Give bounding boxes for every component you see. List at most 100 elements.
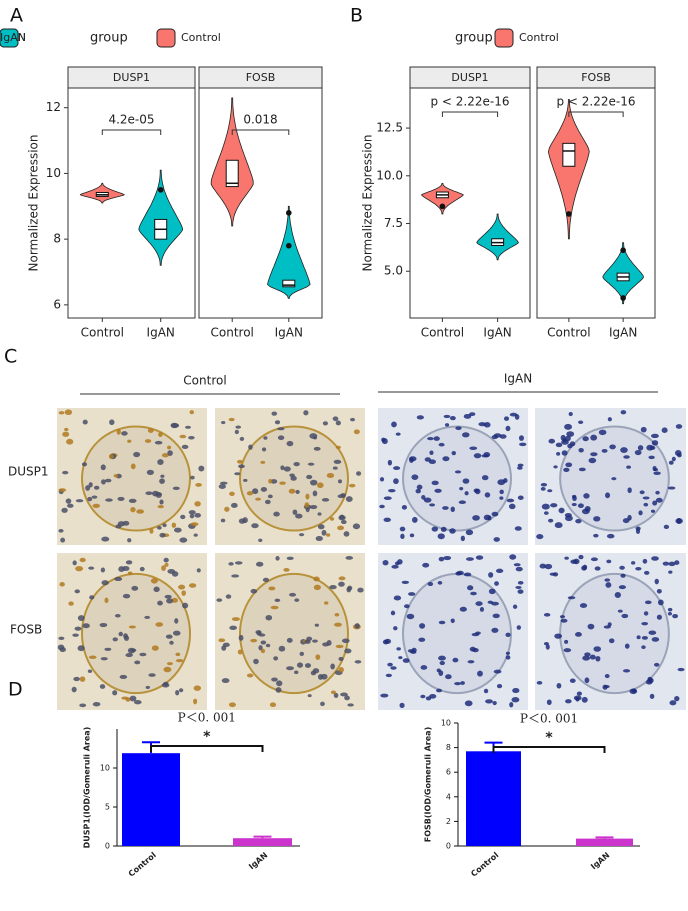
nucleus (313, 446, 321, 451)
nucleus (455, 426, 462, 431)
nucleus (65, 498, 72, 504)
nucleus (71, 686, 77, 693)
nucleus (408, 592, 416, 596)
nucleus (433, 436, 440, 441)
nucleus (163, 666, 172, 673)
nucleus (104, 478, 112, 483)
bracket (441, 111, 499, 117)
y-tick-label: 12 (46, 100, 61, 114)
nucleus (676, 518, 682, 524)
nucleus (462, 478, 470, 484)
nucleus (167, 445, 172, 450)
nucleus (420, 694, 426, 699)
nucleus (353, 429, 360, 435)
nucleus (230, 502, 238, 508)
chart-title: P＜0. 001 (178, 711, 236, 725)
nucleus (404, 604, 410, 609)
nucleus (475, 601, 483, 606)
nucleus (260, 460, 266, 464)
nucleus (77, 615, 85, 622)
nucleus (400, 533, 405, 540)
legend-key (156, 28, 176, 48)
nucleus (304, 639, 311, 644)
nucleus (593, 516, 601, 522)
nucleus (264, 499, 271, 505)
nucleus (402, 658, 410, 663)
nucleus (330, 690, 337, 695)
nucleus (258, 538, 263, 542)
nucleus (483, 688, 489, 694)
nucleus (100, 657, 108, 661)
nucleus (159, 478, 165, 484)
nucleus (540, 487, 546, 491)
nucleus (577, 503, 584, 509)
nucleus (337, 525, 345, 531)
nucleus (477, 670, 483, 677)
nucleus (255, 497, 262, 501)
column-header: Control (183, 374, 226, 388)
nucleus (515, 585, 522, 590)
nucleus (114, 576, 123, 582)
nucleus (123, 633, 128, 639)
nucleus (415, 488, 421, 494)
nucleus (118, 566, 125, 573)
nucleus (651, 433, 659, 439)
nucleus (345, 556, 354, 560)
nucleus (357, 587, 364, 593)
nucleus (483, 452, 491, 458)
nucleus (409, 456, 417, 462)
nucleus (317, 512, 322, 516)
nucleus (159, 532, 166, 538)
nucleus (258, 633, 266, 637)
nucleus (91, 495, 98, 499)
nucleus (127, 538, 132, 543)
box (282, 279, 296, 288)
nucleus (325, 533, 331, 537)
nucleus (112, 690, 118, 696)
nucleus (277, 427, 285, 431)
nucleus (129, 695, 137, 702)
nucleus (260, 640, 267, 645)
nucleus (564, 639, 569, 644)
nucleus (570, 559, 578, 564)
nucleus (58, 636, 65, 640)
nucleus (549, 572, 556, 576)
nucleus (175, 659, 184, 663)
nucleus (565, 462, 573, 468)
legend-title: group (90, 31, 128, 46)
panel (67, 87, 196, 319)
nucleus (275, 556, 280, 561)
nucleus (286, 556, 294, 560)
nucleus (450, 618, 455, 624)
nucleus (472, 647, 479, 653)
nucleus (294, 670, 299, 675)
nucleus (627, 487, 632, 494)
x-tick-label: IgAN (609, 326, 637, 340)
bar (233, 838, 292, 846)
nucleus (234, 561, 243, 565)
violin (547, 99, 590, 240)
nucleus (329, 584, 337, 590)
nucleus (108, 453, 114, 459)
nucleus (322, 642, 330, 647)
nucleus (72, 560, 77, 566)
nucleus (75, 566, 84, 572)
nucleus (79, 557, 86, 563)
nucleus (104, 597, 109, 604)
nucleus (100, 567, 106, 573)
nucleus (66, 503, 74, 508)
nucleus (495, 568, 504, 573)
nucleus (122, 593, 131, 599)
nucleus (178, 584, 186, 590)
nucleus (290, 475, 297, 481)
legend-key (0, 28, 19, 48)
nucleus (255, 561, 264, 567)
nucleus (157, 504, 164, 509)
nucleus (450, 506, 455, 513)
nucleus (180, 514, 186, 520)
chart-title: P＜0. 001 (520, 712, 578, 726)
nucleus (561, 439, 569, 445)
nucleus (193, 698, 198, 705)
nucleus (235, 425, 242, 429)
